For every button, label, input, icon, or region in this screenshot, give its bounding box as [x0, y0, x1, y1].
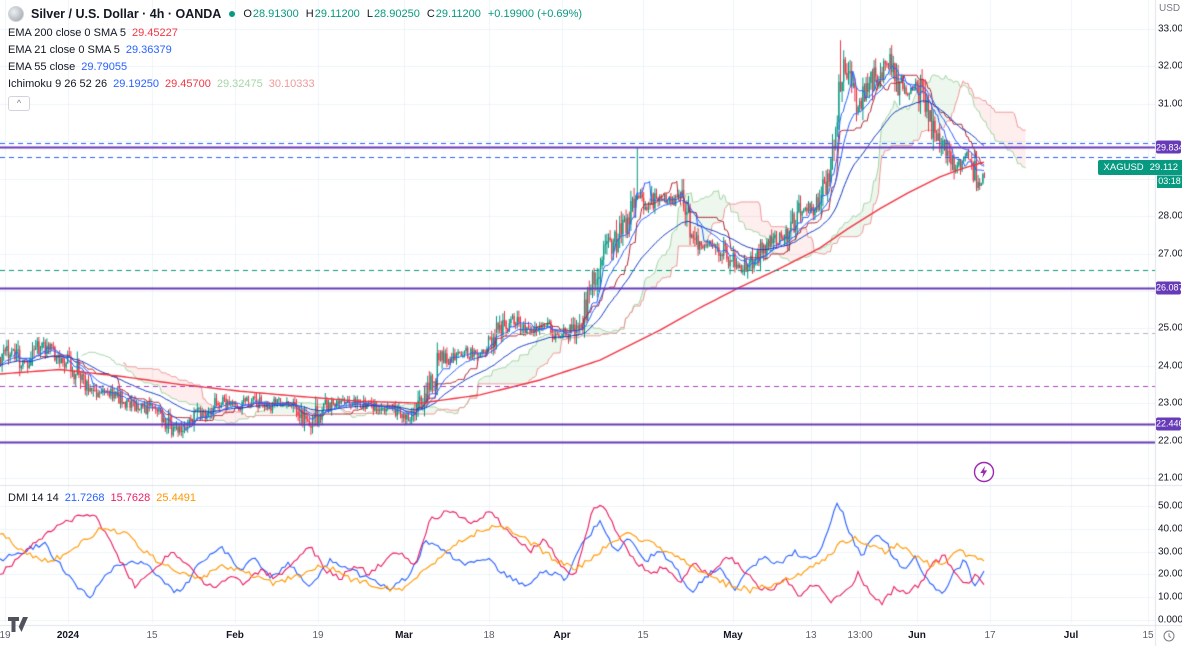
indicator-value: 29.79055	[81, 60, 128, 73]
indicator-label: Ichimoku 9 26 52 26	[8, 77, 108, 90]
indicator-row-ema55[interactable]: EMA 55 close 29.79055	[8, 58, 582, 75]
low-value: 28.90250	[373, 8, 420, 20]
price-level-tag[interactable]: 22.446	[1156, 417, 1182, 431]
currency-label[interactable]: USD	[1159, 3, 1181, 14]
time-axis-label: Jul	[1063, 630, 1079, 641]
indicator-axis-label: 30.000	[1158, 546, 1182, 558]
tradingview-logo[interactable]	[8, 617, 30, 637]
indicator-label: EMA 21 close 0 SMA 5	[8, 43, 120, 56]
high-value: 29.11200	[314, 8, 360, 20]
indicator-value: 30.10333	[268, 77, 315, 90]
price-axis-label: 23.000	[1158, 397, 1182, 409]
time-axis-label: 15	[637, 630, 649, 641]
ohlc-low: L 28.90250	[367, 8, 420, 20]
price-level-tag[interactable]: 26.087	[1156, 281, 1182, 295]
change-value: +0.19900 (+0.69%)	[487, 8, 583, 20]
time-axis-label: May	[723, 630, 743, 641]
close-label: C	[426, 8, 435, 20]
indicator-row-dmi[interactable]: DMI 14 14 21.7268 15.7628 25.4491	[8, 489, 196, 506]
symbol-title[interactable]: Silver / U.S. Dollar · 4h · OANDA	[31, 7, 222, 21]
price-axis-label: 22.000	[1158, 435, 1182, 447]
instant-order-button[interactable]	[973, 461, 995, 483]
ohlc-high: H 29.11200	[306, 8, 360, 20]
price-axis-label: 25.000	[1158, 322, 1182, 334]
indicator-row-ichimoku[interactable]: Ichimoku 9 26 52 26 29.19250 29.45700 29…	[8, 75, 582, 92]
time-axis-label: 15	[1142, 630, 1154, 641]
legend-collapse-button[interactable]: ^	[8, 96, 30, 111]
price-axis-label: 21.000	[1158, 472, 1182, 484]
time-axis-label: Apr	[553, 630, 571, 641]
time-axis-label: 13:00	[847, 630, 873, 641]
ohlc-open: O 28.91300	[243, 8, 298, 20]
legend-panel: Silver / U.S. Dollar · 4h · OANDA O 28.91…	[8, 4, 582, 111]
lightning-icon	[973, 461, 995, 483]
price-level-tag[interactable]: 29.834	[1156, 140, 1182, 154]
indicator-value: 29.36379	[125, 43, 172, 56]
symbol-header-row: Silver / U.S. Dollar · 4h · OANDA O 28.91…	[8, 4, 582, 24]
indicator-axis-label: 10.000	[1158, 591, 1182, 603]
indicator-value: 15.7628	[110, 491, 151, 504]
indicator-axis-label: 40.000	[1158, 523, 1182, 535]
symbol-price-tag-main: XAGUSD 29.112	[1097, 160, 1182, 176]
time-axis-label: 15	[146, 630, 158, 641]
open-label: O	[243, 8, 252, 20]
open-value: 28.91300	[252, 8, 299, 20]
indicator-value: 29.32475	[216, 77, 263, 90]
indicator-row-ema200[interactable]: EMA 200 close 0 SMA 5 29.45227	[8, 24, 582, 41]
indicator-value: 25.4491	[156, 491, 197, 504]
low-label: L	[366, 8, 373, 20]
price-axis-label: 32.000	[1158, 60, 1182, 72]
symbol-tag-name: XAGUSD	[1103, 162, 1144, 174]
indicator-axis-label: 20.000	[1158, 568, 1182, 580]
time-axis-label: 13	[805, 630, 817, 641]
chevron-up-icon: ^	[16, 98, 22, 108]
indicator-value: 21.7268	[64, 491, 105, 504]
timezone-clock-icon[interactable]	[1163, 629, 1175, 646]
ohlc-close: C 29.11200	[427, 8, 481, 20]
close-value: 29.11200	[435, 8, 481, 20]
indicator-value: 29.45700	[164, 77, 211, 90]
bar-countdown: 03:18	[1157, 175, 1182, 189]
price-axis-label: 27.000	[1158, 248, 1182, 259]
indicator-axis-label: 0.0000	[1158, 614, 1182, 626]
time-axis-label: 17	[984, 630, 996, 641]
indicator-value: 29.19250	[113, 77, 159, 90]
price-axis-label: 24.000	[1158, 360, 1182, 372]
indicator-label: EMA 200 close 0 SMA 5	[8, 26, 127, 39]
symbol-price-tag[interactable]: XAGUSD 29.112 03:18	[1097, 160, 1182, 189]
tradingview-logo-icon	[8, 617, 28, 632]
time-axis-label: 2024	[56, 630, 80, 641]
indicator-label: EMA 55 close	[8, 60, 76, 73]
symbol-tag-price: 29.112	[1149, 162, 1178, 174]
indicator-row-ema21[interactable]: EMA 21 close 0 SMA 5 29.36379	[8, 41, 582, 58]
time-axis-label: 19	[0, 630, 11, 641]
time-axis-label: Feb	[226, 630, 244, 641]
price-axis-label: 33.000	[1158, 23, 1182, 35]
indicator-value: 29.45227	[132, 26, 178, 39]
indicator-axis-label: 50.000	[1158, 500, 1182, 512]
time-axis-label: Jun	[908, 630, 926, 641]
time-axis-label: 18	[483, 630, 495, 641]
high-label: H	[305, 8, 314, 20]
price-axis-label: 28.000	[1158, 210, 1182, 222]
clock-icon	[1163, 630, 1175, 642]
market-status-icon	[229, 11, 236, 17]
price-axis-label: 31.000	[1158, 98, 1182, 110]
time-axis-label: 19	[312, 630, 324, 641]
time-axis-label: Mar	[395, 630, 413, 641]
instrument-logo-icon	[8, 6, 24, 22]
indicator-label: DMI 14 14	[8, 491, 59, 504]
